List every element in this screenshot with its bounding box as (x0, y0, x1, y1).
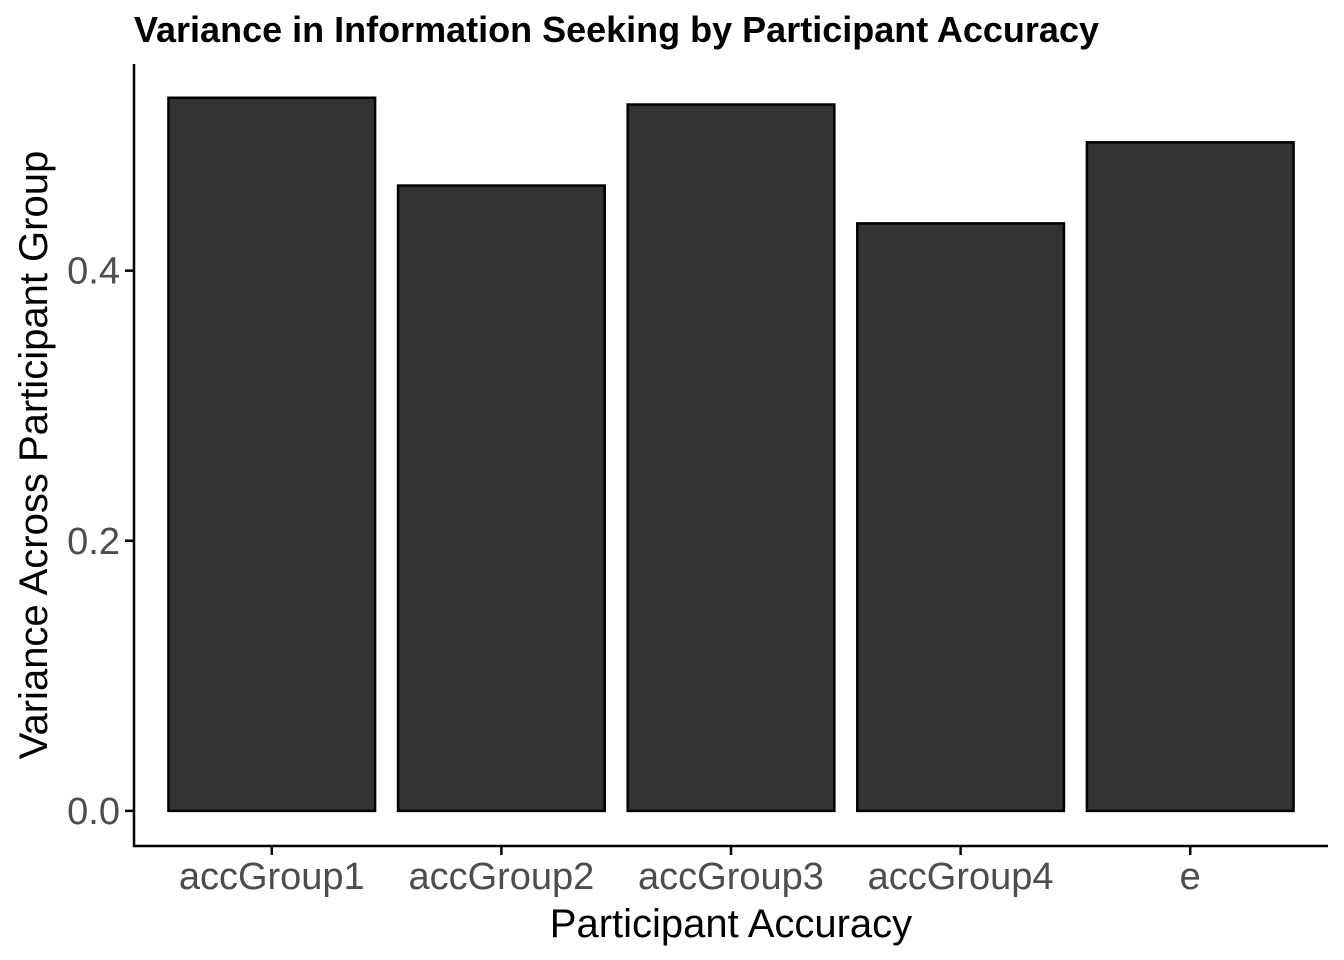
x-axis-title: Participant Accuracy (550, 902, 912, 946)
bars-group (167, 96, 1295, 813)
bar-accGroup2 (396, 184, 606, 813)
x-tick-label: e (1180, 856, 1201, 898)
x-tick-label: accGroup3 (638, 856, 824, 898)
y-tick-label: 0.4 (67, 251, 120, 293)
x-tick-label: accGroup2 (408, 856, 594, 898)
y-axis-title: Variance Across Participant Group (12, 151, 56, 759)
chart-title: Variance in Information Seeking by Parti… (134, 9, 1099, 50)
x-tick-label: accGroup4 (868, 856, 1054, 898)
x-axis-ticks: accGroup1 accGroup2 accGroup3 accGroup4 e (179, 846, 1201, 898)
bar-accGroup1 (167, 96, 377, 813)
bar-accGroup4 (856, 222, 1066, 813)
x-tick-label: accGroup1 (179, 856, 365, 898)
y-axis-ticks: 0.0 0.2 0.4 (67, 251, 134, 833)
y-tick-label: 0.0 (67, 791, 120, 833)
bar-e (1085, 141, 1295, 813)
bar-accGroup3 (626, 103, 836, 813)
y-tick-label: 0.2 (67, 521, 120, 563)
